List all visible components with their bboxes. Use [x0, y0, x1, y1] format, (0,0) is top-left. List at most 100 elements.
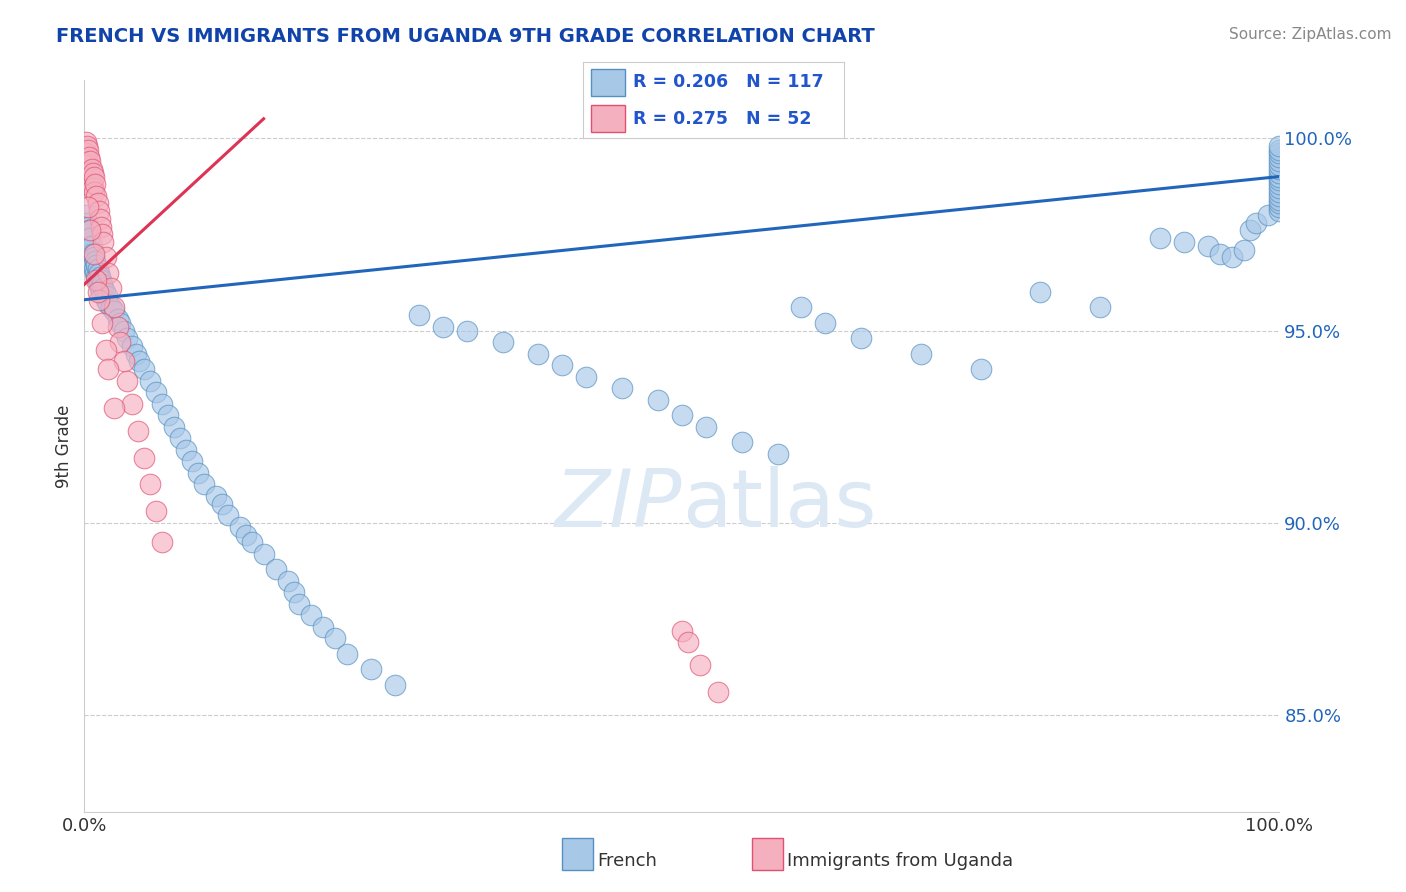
Point — [86, 258, 108, 272]
Point — [1268, 154, 1291, 169]
Point — [1268, 150, 1291, 164]
Point — [100, 301, 122, 315]
Point — [1268, 200, 1291, 214]
Point — [301, 608, 323, 623]
Y-axis label: 9th Grade: 9th Grade — [55, 404, 73, 488]
Point — [1268, 185, 1291, 199]
Point — [235, 527, 257, 541]
Point — [86, 285, 108, 299]
Point — [1197, 239, 1219, 253]
Point — [1268, 143, 1291, 157]
Point — [1268, 204, 1291, 219]
Point — [1268, 146, 1291, 161]
Point — [1149, 231, 1171, 245]
Point — [1268, 181, 1291, 195]
Point — [82, 181, 104, 195]
Point — [79, 169, 101, 184]
Point — [91, 316, 114, 330]
Point — [910, 346, 932, 360]
Point — [100, 281, 122, 295]
Point — [87, 266, 110, 280]
Point — [117, 374, 139, 388]
Text: Source: ZipAtlas.com: Source: ZipAtlas.com — [1229, 27, 1392, 42]
Point — [676, 635, 699, 649]
Point — [551, 358, 574, 372]
Point — [91, 227, 114, 242]
Point — [1268, 158, 1291, 172]
Point — [312, 620, 335, 634]
Point — [110, 316, 132, 330]
Point — [75, 208, 97, 222]
Point — [93, 285, 115, 299]
Point — [325, 632, 347, 646]
Point — [150, 535, 173, 549]
Point — [360, 662, 382, 676]
Point — [132, 362, 156, 376]
Point — [90, 273, 112, 287]
Point — [103, 301, 125, 315]
Point — [79, 231, 101, 245]
Text: FRENCH VS IMMIGRANTS FROM UGANDA 9TH GRADE CORRELATION CHART: FRENCH VS IMMIGRANTS FROM UGANDA 9TH GRA… — [56, 27, 875, 45]
Point — [76, 227, 98, 242]
Point — [94, 293, 117, 307]
Point — [97, 362, 120, 376]
Point — [76, 154, 98, 169]
Point — [93, 281, 115, 295]
Point — [1268, 188, 1291, 202]
Point — [121, 397, 143, 411]
Point — [77, 219, 100, 234]
Point — [86, 196, 108, 211]
Point — [110, 334, 132, 349]
Bar — [592, 69, 626, 95]
Point — [277, 574, 299, 588]
Point — [229, 520, 252, 534]
Point — [82, 258, 104, 272]
Point — [80, 239, 103, 253]
Point — [1090, 301, 1112, 315]
Point — [132, 450, 156, 465]
Point — [86, 261, 108, 276]
Point — [240, 535, 263, 549]
Text: French: French — [598, 852, 658, 870]
Point — [253, 547, 276, 561]
Point — [94, 251, 117, 265]
Point — [851, 331, 873, 345]
Point — [492, 334, 515, 349]
Point — [83, 169, 105, 184]
Point — [87, 204, 110, 219]
Point — [163, 419, 186, 434]
Point — [82, 166, 104, 180]
Point — [79, 154, 101, 169]
Point — [77, 231, 100, 245]
Point — [174, 442, 197, 457]
Point — [1268, 138, 1291, 153]
Point — [89, 211, 111, 226]
Point — [1244, 216, 1267, 230]
Point — [76, 138, 98, 153]
Point — [288, 597, 311, 611]
Point — [1239, 223, 1261, 237]
Point — [77, 158, 100, 172]
Point — [89, 281, 111, 295]
Point — [283, 585, 305, 599]
Point — [77, 150, 100, 164]
Point — [1268, 178, 1291, 192]
Point — [139, 477, 162, 491]
Point — [80, 161, 103, 176]
Point — [86, 273, 108, 287]
Point — [83, 185, 105, 199]
Point — [84, 254, 107, 268]
Point — [87, 293, 110, 307]
Point — [157, 408, 180, 422]
Point — [1268, 196, 1291, 211]
Point — [93, 235, 115, 249]
Point — [1268, 161, 1291, 176]
Point — [790, 301, 813, 315]
Point — [671, 624, 693, 638]
Point — [77, 200, 100, 214]
Point — [432, 319, 454, 334]
Text: atlas: atlas — [682, 466, 876, 543]
Point — [77, 223, 100, 237]
Point — [814, 316, 837, 330]
Point — [86, 273, 108, 287]
